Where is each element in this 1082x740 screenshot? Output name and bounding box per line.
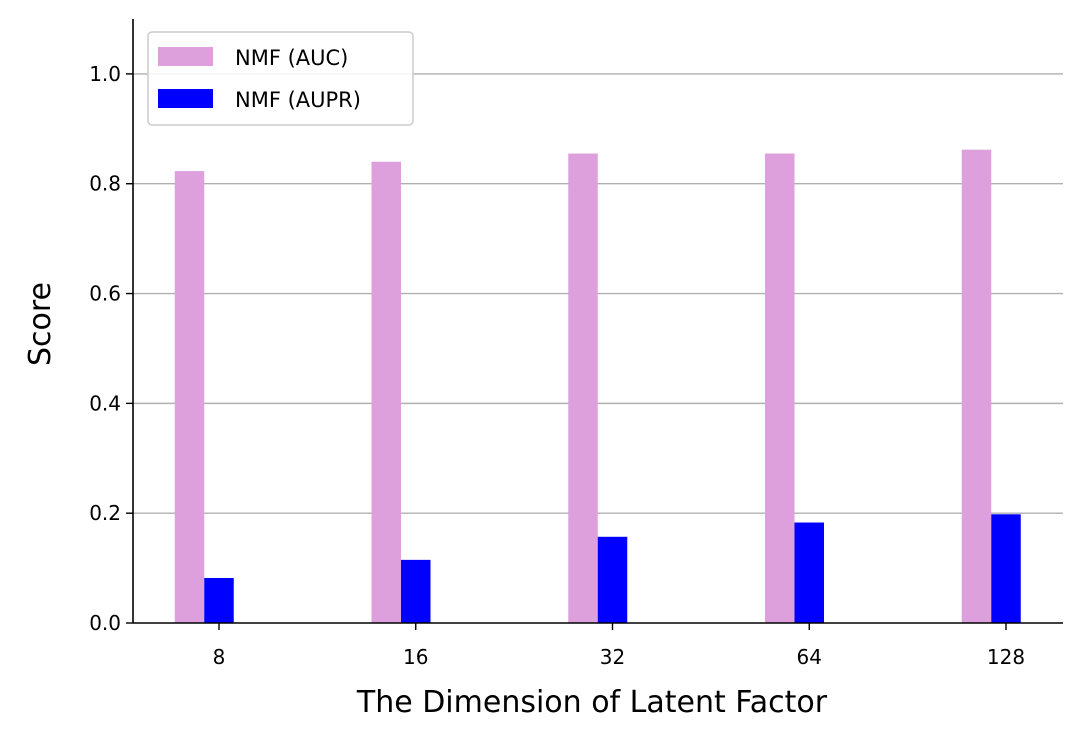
y-tick-label: 0.2 — [89, 501, 121, 525]
y-tick-label: 0.8 — [89, 172, 121, 196]
legend-swatch-auc — [158, 47, 213, 66]
bar-auc-128 — [961, 149, 992, 623]
x-ticks: 8 16 32 64 128 — [213, 623, 1025, 669]
y-axis-title: Score — [23, 282, 58, 366]
y-tick-label: 0.4 — [89, 391, 121, 415]
bar-auc-32 — [568, 153, 598, 623]
bar-aupr-8 — [204, 577, 234, 623]
bar-aupr-128 — [991, 514, 1021, 623]
bar-auc-16 — [371, 161, 401, 623]
y-ticks: 0.0 0.2 0.4 0.6 0.8 1.0 — [89, 62, 133, 635]
axes — [132, 19, 1063, 624]
y-tick-label: 0.0 — [89, 611, 121, 635]
legend-label-auc: NMF (AUC) — [235, 46, 348, 70]
y-tick-label: 1.0 — [89, 62, 121, 86]
grid-lines — [133, 73, 1063, 514]
bar-aupr-64 — [794, 522, 824, 623]
bar-aupr-16 — [401, 559, 431, 623]
x-tick-label: 16 — [403, 645, 428, 669]
legend-frame — [147, 31, 414, 126]
legend: NMF (AUC) NMF (AUPR) — [147, 31, 414, 126]
bar-auc-64 — [765, 153, 795, 623]
legend-swatch-aupr — [158, 89, 213, 108]
x-tick-label: 64 — [797, 645, 822, 669]
x-axis-title: The Dimension of Latent Factor — [356, 685, 828, 720]
bar-aupr-32 — [597, 536, 628, 623]
bars — [174, 149, 1021, 623]
bar-auc-8 — [174, 171, 205, 623]
x-tick-label: 8 — [213, 645, 226, 669]
x-tick-label: 128 — [987, 645, 1025, 669]
legend-label-aupr: NMF (AUPR) — [235, 88, 361, 112]
y-tick-label: 0.6 — [89, 282, 121, 306]
x-tick-label: 32 — [600, 645, 625, 669]
